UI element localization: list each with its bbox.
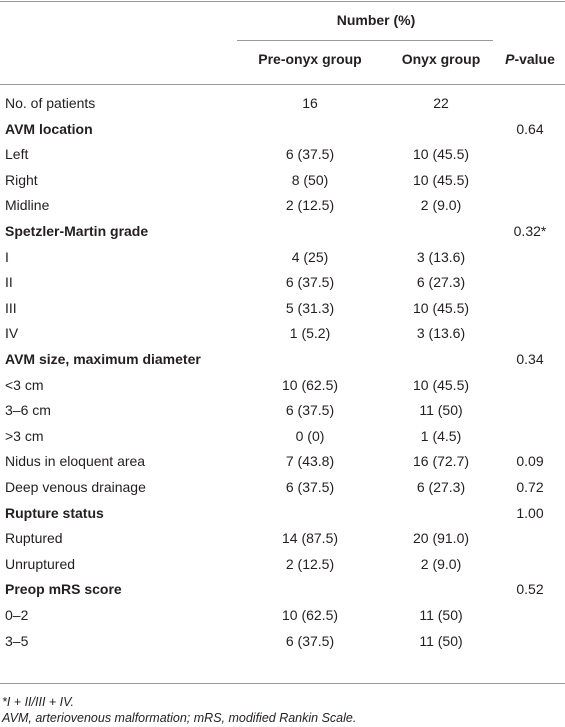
row-label: Unruptured [5, 555, 76, 572]
row-label: Nidus in eloquent area [5, 453, 146, 470]
column-header: Onyx group [401, 51, 481, 67]
cell: 6 (37.5) [285, 146, 335, 163]
row-label: Right [5, 171, 38, 188]
row-label: Midline [5, 197, 50, 214]
cell: 10 (45.5) [412, 299, 470, 316]
column-header: P-value [505, 50, 555, 68]
p-italic: P [505, 51, 515, 67]
row-label: No. of patients [5, 95, 96, 111]
p-value: 0.34 [516, 351, 544, 367]
row-label: Deep venous drainage [5, 479, 146, 495]
cell: 0 (0) [295, 427, 325, 444]
top-rule [0, 1, 565, 2]
cell: 2 (9.0) [420, 197, 462, 214]
cell: 1 (4.5) [420, 427, 462, 444]
cell: 1 (5.2) [289, 325, 331, 342]
footnote: AVM, arteriovenous malformation; mRS, mo… [2, 711, 357, 725]
p-value: 0.72 [516, 479, 544, 495]
p-rest: -value [514, 51, 555, 67]
cell: 3 (13.6) [416, 325, 466, 342]
cell: 6 (37.5) [285, 402, 335, 419]
cell: 22 [433, 95, 449, 111]
row-heading: AVM location [5, 120, 93, 137]
cell: 2 (9.0) [420, 555, 462, 572]
row-label: >3 cm [5, 427, 44, 444]
p-value: 1.00 [516, 504, 544, 521]
cell: 6 (27.3) [416, 274, 466, 291]
p-value: 0.64 [516, 120, 544, 137]
row-heading: Rupture status [5, 504, 104, 521]
row-heading: AVM size, maximum diameter [5, 351, 201, 367]
cell: 11 (50) [419, 402, 463, 419]
p-value: 0.09 [516, 453, 544, 470]
header-rule [0, 84, 565, 85]
row-label: 3–6 cm [5, 402, 51, 419]
cell: 11 (50) [419, 632, 463, 649]
row-label: Ruptured [5, 530, 63, 547]
row-label: III [5, 299, 17, 316]
cell: 16 [302, 95, 318, 111]
row-label: Left [5, 146, 29, 163]
row-label: IV [5, 325, 19, 342]
row-label: <3 cm [5, 376, 44, 393]
cell: 10 (45.5) [412, 376, 470, 393]
footnote: *I + II/III + IV. [2, 695, 75, 709]
column-header: Pre-onyx group [258, 51, 362, 67]
row-label: 3–5 [5, 632, 29, 649]
group-rule [237, 40, 493, 41]
cell: 10 (45.5) [412, 146, 470, 163]
cell: 11 (50) [419, 607, 463, 623]
cell: 2 (12.5) [285, 555, 335, 572]
cell: 10 (62.5) [281, 607, 339, 623]
row-label: II [5, 274, 13, 291]
cell: 7 (43.8) [285, 453, 335, 470]
p-value: 0.32* [513, 223, 547, 239]
cell: 6 (27.3) [416, 479, 466, 495]
row-label: I [5, 248, 9, 265]
cell: 6 (37.5) [285, 632, 335, 649]
cell: 4 (25) [291, 248, 329, 265]
cell: 16 (72.7) [412, 453, 470, 470]
row-heading: Spetzler-Martin grade [5, 223, 149, 239]
p-value: 0.52 [516, 581, 544, 598]
cell: 2 (12.5) [285, 197, 335, 214]
cell: 6 (37.5) [285, 479, 335, 495]
cell: 5 (31.3) [285, 299, 335, 316]
cell: 10 (62.5) [281, 376, 339, 393]
row-label: 0–2 [5, 607, 29, 623]
cell: 10 (45.5) [412, 171, 470, 188]
bottom-rule [0, 683, 565, 684]
cell: 14 (87.5) [281, 530, 339, 547]
cell: 8 (50) [291, 171, 329, 188]
cell: 20 (91.0) [412, 530, 470, 547]
row-heading: Preop mRS score [5, 581, 122, 598]
group-header: Number (%) [336, 12, 416, 28]
cell: 6 (37.5) [285, 274, 335, 291]
cell: 3 (13.6) [416, 248, 466, 265]
